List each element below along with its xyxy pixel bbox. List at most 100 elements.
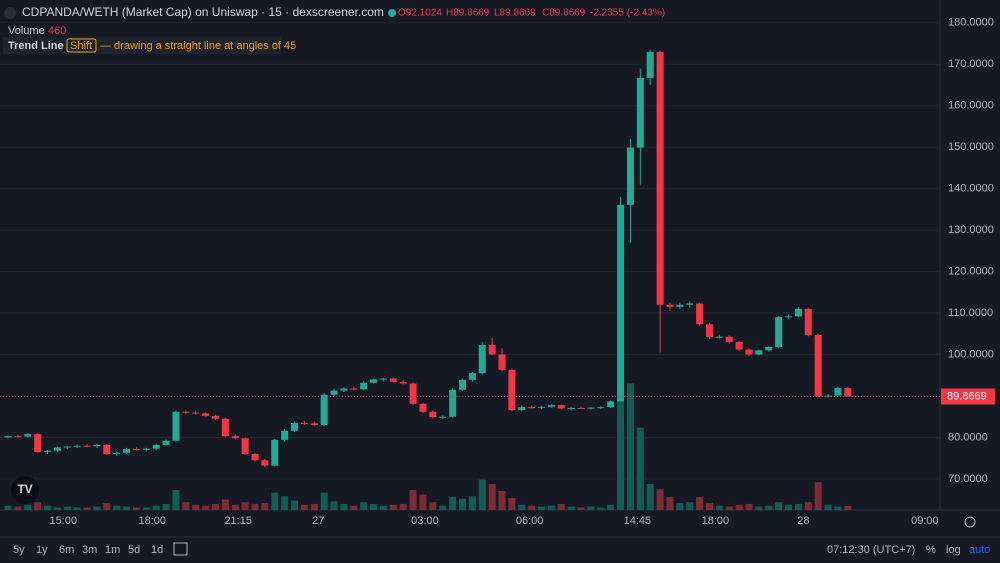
volume-bar <box>538 506 546 510</box>
volume-bar <box>617 384 625 510</box>
candle-body <box>44 450 52 452</box>
volume-bar <box>814 482 822 510</box>
candle-body <box>123 449 131 453</box>
volume-bar <box>320 492 328 510</box>
candle-body <box>63 446 71 448</box>
candle-body <box>182 411 190 413</box>
volume-bar <box>192 504 200 510</box>
candle-body <box>666 304 674 307</box>
ohlc-legend: O92.1024 H89.8669 L89.8669 C89.8669 -2.2355 … <box>398 8 665 19</box>
range-button[interactable]: 1y <box>36 544 48 556</box>
volume-bar <box>251 503 259 510</box>
volume-bar <box>468 496 476 510</box>
y-tick-label: 110.0000 <box>948 307 993 319</box>
volume-bar <box>53 507 61 510</box>
candle-body <box>775 317 783 348</box>
candle-body <box>4 436 12 438</box>
candle-body <box>528 407 536 409</box>
x-tick-label: 27 <box>312 515 324 527</box>
x-tick-label: 15:00 <box>50 515 78 527</box>
x-tick-label: 21:15 <box>224 515 252 527</box>
y-tick-label: 130.0000 <box>948 224 994 236</box>
range-button[interactable]: 5y <box>13 544 25 556</box>
volume-bar <box>844 506 852 510</box>
volume-bar <box>794 503 802 510</box>
candle-body <box>745 349 753 355</box>
scale-option[interactable]: log <box>946 544 961 556</box>
range-button[interactable]: 1m <box>105 544 120 556</box>
volume-bar <box>300 504 308 510</box>
volume-bar <box>330 501 338 510</box>
status-dot <box>388 9 396 17</box>
candle-body <box>538 406 546 408</box>
scale-option[interactable]: % <box>926 544 936 556</box>
volume-bar <box>567 506 575 510</box>
y-tick-label: 170.0000 <box>948 58 994 70</box>
ohlc-value: O92.1024 <box>398 8 442 19</box>
x-tick-label: 18:00 <box>702 515 730 527</box>
volume-bar <box>834 506 842 510</box>
candle-body <box>468 373 476 380</box>
y-tick-label: 120.0000 <box>948 265 994 277</box>
candle-body <box>340 388 348 391</box>
volume-bar <box>340 503 348 510</box>
volume-bar <box>547 505 555 510</box>
candle-body <box>320 394 328 425</box>
volume-bar <box>518 504 526 510</box>
candle-body <box>636 77 644 148</box>
volume-bar <box>4 505 12 510</box>
candle-body <box>231 436 239 439</box>
plot <box>0 22 940 510</box>
volume-bar <box>587 506 595 510</box>
volume-label: Volume <box>8 25 45 37</box>
calendar-icon[interactable] <box>173 542 188 556</box>
volume-bar <box>488 484 496 510</box>
volume-bar <box>123 506 131 510</box>
range-button[interactable]: 6m <box>59 544 74 556</box>
volume-bar <box>508 497 516 510</box>
volume-bar <box>656 489 664 510</box>
candle-body <box>34 434 42 452</box>
tv-logo: TV <box>11 476 39 504</box>
ohlc-value: -2.2355 (-2.43%) <box>590 8 665 19</box>
candle-body <box>271 439 279 466</box>
x-tick-label: 14:45 <box>624 515 652 527</box>
candle-body <box>202 413 210 416</box>
candle-body <box>508 369 516 411</box>
volume-value: 460 <box>48 25 66 37</box>
candle-body <box>439 416 447 418</box>
volume-bar <box>686 502 694 510</box>
candle-body <box>567 408 575 409</box>
last-price-label: 89.8669 <box>947 390 987 402</box>
candle-body <box>518 407 526 411</box>
candle-body <box>597 407 605 409</box>
tool-banner <box>3 37 281 54</box>
candle-body <box>696 303 704 325</box>
y-tick-label: 180.0000 <box>948 17 994 29</box>
candle-body <box>765 347 773 351</box>
candle-body <box>725 336 733 343</box>
range-button[interactable]: 5d <box>128 544 140 556</box>
candle-body <box>14 436 22 438</box>
candle-body <box>646 51 654 78</box>
candle-body <box>389 378 397 382</box>
volume-bar <box>419 494 427 510</box>
volume-bar <box>607 504 615 510</box>
volume-bar <box>478 479 486 510</box>
candle-body <box>53 447 61 451</box>
volume-bar <box>261 503 269 510</box>
volume-bar <box>399 503 407 510</box>
candle-body <box>370 379 378 383</box>
volume-bar <box>755 506 763 510</box>
scale-option[interactable]: auto <box>969 544 990 556</box>
tool-hint: — drawing a straight line at angles of 4… <box>100 40 296 52</box>
candle-body <box>755 350 763 355</box>
candle-body <box>676 304 684 307</box>
range-button[interactable]: 1d <box>151 544 163 556</box>
volume-bar <box>221 499 229 510</box>
settings-icon[interactable] <box>964 516 976 528</box>
volume-bar <box>132 507 140 510</box>
symbol-icon <box>4 7 16 19</box>
range-button[interactable]: 3m <box>82 544 97 556</box>
candle-body <box>103 444 111 455</box>
